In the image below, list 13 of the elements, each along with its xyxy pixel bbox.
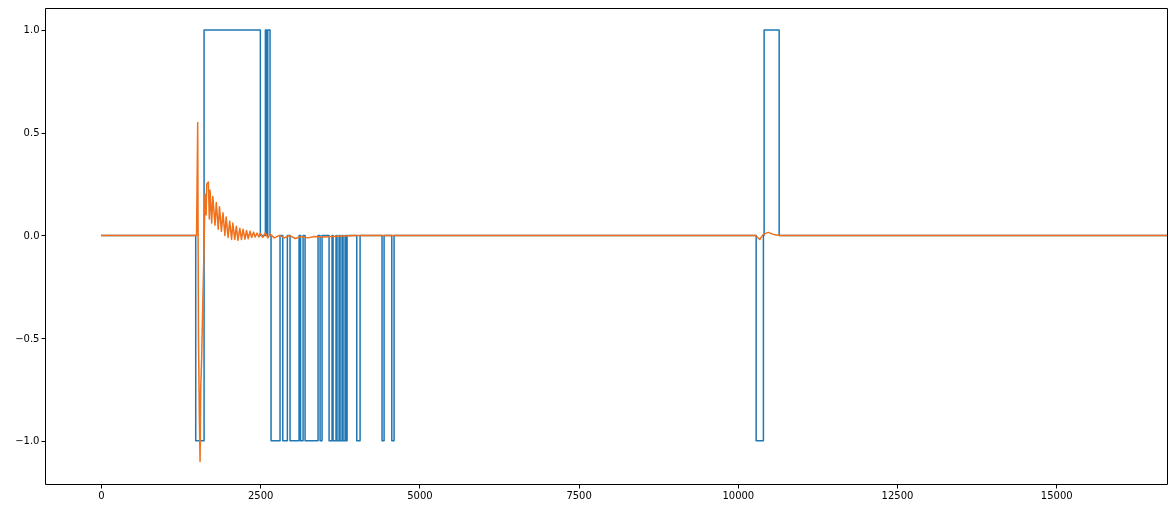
x-tick-label: 12500 [881,489,914,501]
x-tick-label: 7500 [566,489,592,501]
x-tick-label: 10000 [722,489,755,501]
y-tick-label: 1.0 [23,24,40,36]
y-tick-label: −1.0 [15,435,40,447]
y-tick-label: 0.5 [23,127,40,139]
y-tick-label: 0.0 [23,229,40,241]
line-series [100,121,1167,463]
x-tick-label: 2500 [248,489,274,501]
x-tick-label: 15000 [1040,489,1073,501]
x-tick-label: 0 [98,489,105,501]
x-tick-label: 5000 [407,489,433,501]
y-tick-label: −0.5 [15,332,40,344]
